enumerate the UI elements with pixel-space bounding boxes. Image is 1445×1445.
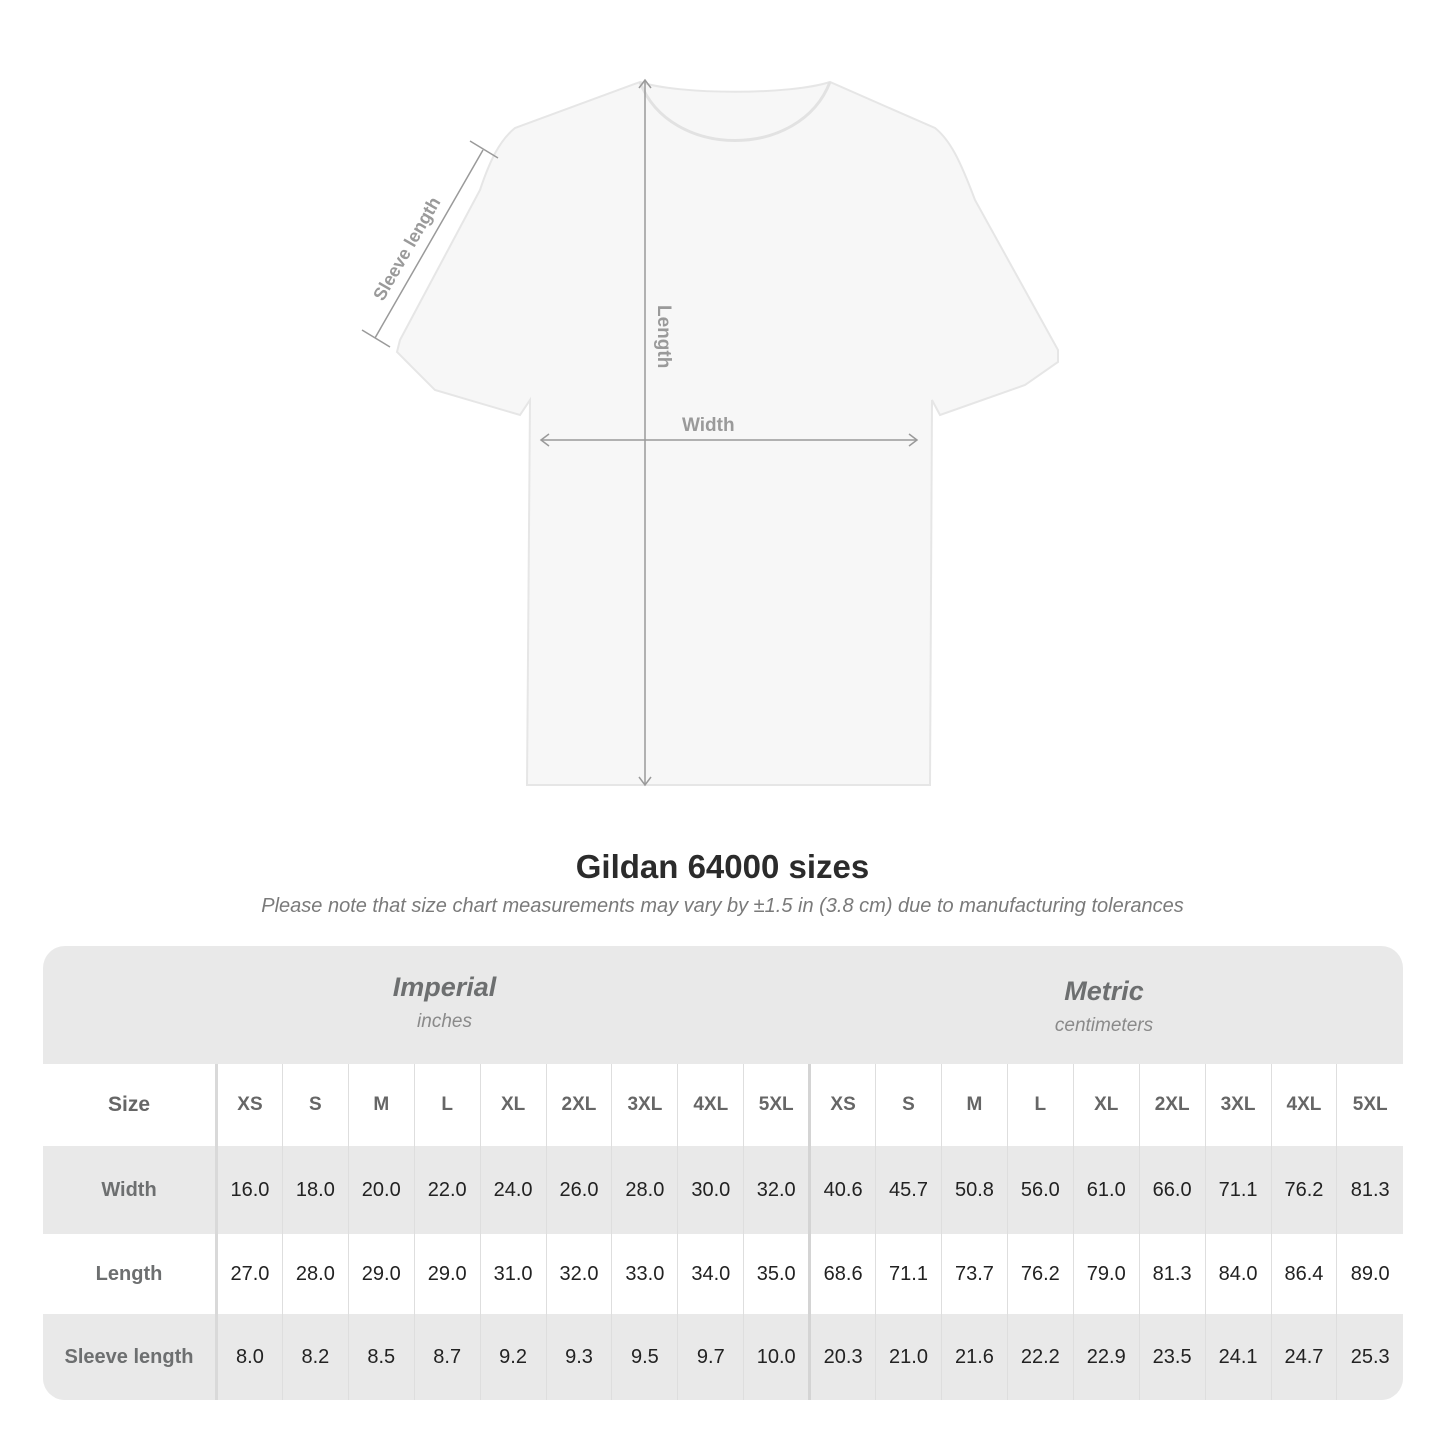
tolerance-note: Please note that size chart measurements… <box>261 895 1184 917</box>
imperial-value-cell: 28.0 <box>281 1234 349 1314</box>
metric-value-cell: 66.0 <box>1138 1146 1206 1234</box>
tshirt-diagram: Sleeve length Length Width <box>361 78 1059 787</box>
imperial-size-xs: XS <box>216 1064 283 1146</box>
size-table: Size XS S M L XL 2XL 3XL 4XL 5XL XS S M L XL 2XL 3XL 4XL 5… <box>43 1064 1403 1400</box>
size-label: Size <box>43 1064 218 1146</box>
metric-value-cell: 40.6 <box>808 1146 876 1234</box>
imperial-size-2xl: 2XL <box>545 1064 612 1146</box>
metric-size-s: S <box>875 1064 942 1146</box>
tshirt-shape <box>395 80 1059 786</box>
table-row: Width 16.0 18.0 20.0 22.0 24.0 26.0 28.0 30.0 32.… <box>43 1146 1403 1234</box>
metric-value-cell: 24.7 <box>1270 1314 1337 1400</box>
imperial-value-cell: 9.7 <box>677 1314 744 1400</box>
metric-size-m: M <box>940 1064 1008 1146</box>
imperial-value-cell: 32.0 <box>545 1234 612 1314</box>
metric-value-cell: 23.5 <box>1138 1314 1206 1400</box>
imperial-value-cell: 9.3 <box>545 1314 612 1400</box>
imperial-size-3xl: 3XL <box>611 1064 678 1146</box>
imperial-value-cell: 22.0 <box>413 1146 481 1234</box>
metric-value-cell: 81.3 <box>1336 1146 1403 1234</box>
imperial-value-cell: 29.0 <box>413 1234 481 1314</box>
metric-value-cell: 71.1 <box>1204 1146 1271 1234</box>
imperial-size-4xl: 4XL <box>677 1064 744 1146</box>
metric-value-cell: 61.0 <box>1072 1146 1140 1234</box>
metric-size-5xl: 5XL <box>1336 1064 1403 1146</box>
imperial-value-cell: 35.0 <box>743 1234 810 1314</box>
imperial-value-cell: 8.5 <box>347 1314 415 1400</box>
metric-size-xs: XS <box>808 1064 876 1146</box>
row-label: Sleeve length <box>43 1314 218 1400</box>
metric-value-cell: 56.0 <box>1006 1146 1074 1234</box>
metric-value-cell: 21.6 <box>940 1314 1008 1400</box>
imperial-value-cell: 34.0 <box>677 1234 744 1314</box>
metric-value-cell: 71.1 <box>875 1234 942 1314</box>
metric-size-xl: XL <box>1072 1064 1140 1146</box>
width-label: Width <box>682 415 735 436</box>
imperial-value-cell: 28.0 <box>611 1146 678 1234</box>
imperial-value-cell: 9.2 <box>479 1314 547 1400</box>
row-label: Width <box>43 1146 218 1234</box>
metric-value-cell: 81.3 <box>1138 1234 1206 1314</box>
imperial-size-5xl: 5XL <box>743 1064 810 1146</box>
imperial-value-cell: 24.0 <box>479 1146 547 1234</box>
row-label: Length <box>43 1234 218 1314</box>
imperial-heading: Imperial <box>392 972 497 1002</box>
imperial-size-xl: XL <box>479 1064 547 1146</box>
metric-value-cell: 68.6 <box>808 1234 876 1314</box>
metric-size-4xl: 4XL <box>1270 1064 1337 1146</box>
metric-value-cell: 25.3 <box>1336 1314 1403 1400</box>
imperial-value-cell: 26.0 <box>545 1146 612 1234</box>
length-label: Length <box>653 305 674 368</box>
imperial-header: Imperial inches <box>215 946 674 1064</box>
metric-value-cell: 84.0 <box>1204 1234 1271 1314</box>
imperial-size-l: L <box>413 1064 481 1146</box>
sleeve-length-line <box>374 149 484 339</box>
imperial-value-cell: 30.0 <box>677 1146 744 1234</box>
metric-heading: Metric <box>1064 976 1144 1006</box>
metric-value-cell: 21.0 <box>875 1314 942 1400</box>
imperial-value-cell: 27.0 <box>216 1234 283 1314</box>
metric-value-cell: 24.1 <box>1204 1314 1271 1400</box>
imperial-unit: inches <box>417 1011 472 1032</box>
imperial-size-m: M <box>347 1064 415 1146</box>
imperial-value-cell: 33.0 <box>611 1234 678 1314</box>
metric-unit: centimeters <box>1054 1015 1154 1036</box>
metric-value-cell: 20.3 <box>808 1314 876 1400</box>
metric-size-3xl: 3XL <box>1204 1064 1271 1146</box>
size-table-card: Imperial inches Metric centimeters Size X… <box>43 946 1403 1400</box>
metric-header: Metric centimeters <box>808 946 1400 1064</box>
imperial-value-cell: 16.0 <box>216 1146 283 1234</box>
metric-size-2xl: 2XL <box>1138 1064 1206 1146</box>
metric-value-cell: 76.2 <box>1270 1146 1337 1234</box>
imperial-value-cell: 8.0 <box>216 1314 283 1400</box>
imperial-value-cell: 10.0 <box>743 1314 810 1400</box>
imperial-value-cell: 8.7 <box>413 1314 481 1400</box>
metric-size-l: L <box>1006 1064 1074 1146</box>
metric-value-cell: 50.8 <box>940 1146 1008 1234</box>
metric-value-cell: 73.7 <box>940 1234 1008 1314</box>
imperial-size-s: S <box>281 1064 349 1146</box>
metric-value-cell: 45.7 <box>875 1146 942 1234</box>
imperial-value-cell: 32.0 <box>743 1146 810 1234</box>
imperial-value-cell: 20.0 <box>347 1146 415 1234</box>
page-title: Gildan 64000 sizes <box>575 848 870 885</box>
imperial-value-cell: 9.5 <box>611 1314 678 1400</box>
imperial-value-cell: 18.0 <box>281 1146 349 1234</box>
imperial-value-cell: 29.0 <box>347 1234 415 1314</box>
imperial-value-cell: 31.0 <box>479 1234 547 1314</box>
table-row: Sleeve length 8.0 8.2 8.5 8.7 9.2 9.3 9.5 9.7 10.… <box>43 1314 1403 1400</box>
metric-value-cell: 79.0 <box>1072 1234 1140 1314</box>
metric-value-cell: 89.0 <box>1336 1234 1403 1314</box>
table-row: Length 27.0 28.0 29.0 29.0 31.0 32.0 33.0 34.0 35… <box>43 1234 1403 1314</box>
metric-value-cell: 22.9 <box>1072 1314 1140 1400</box>
metric-value-cell: 86.4 <box>1270 1234 1337 1314</box>
imperial-value-cell: 8.2 <box>281 1314 349 1400</box>
collar <box>638 81 832 142</box>
metric-value-cell: 22.2 <box>1006 1314 1074 1400</box>
size-header-row: Size XS S M L XL 2XL 3XL 4XL 5XL XS S M L XL 2XL 3XL 4XL 5… <box>43 1064 1403 1146</box>
metric-value-cell: 76.2 <box>1006 1234 1074 1314</box>
